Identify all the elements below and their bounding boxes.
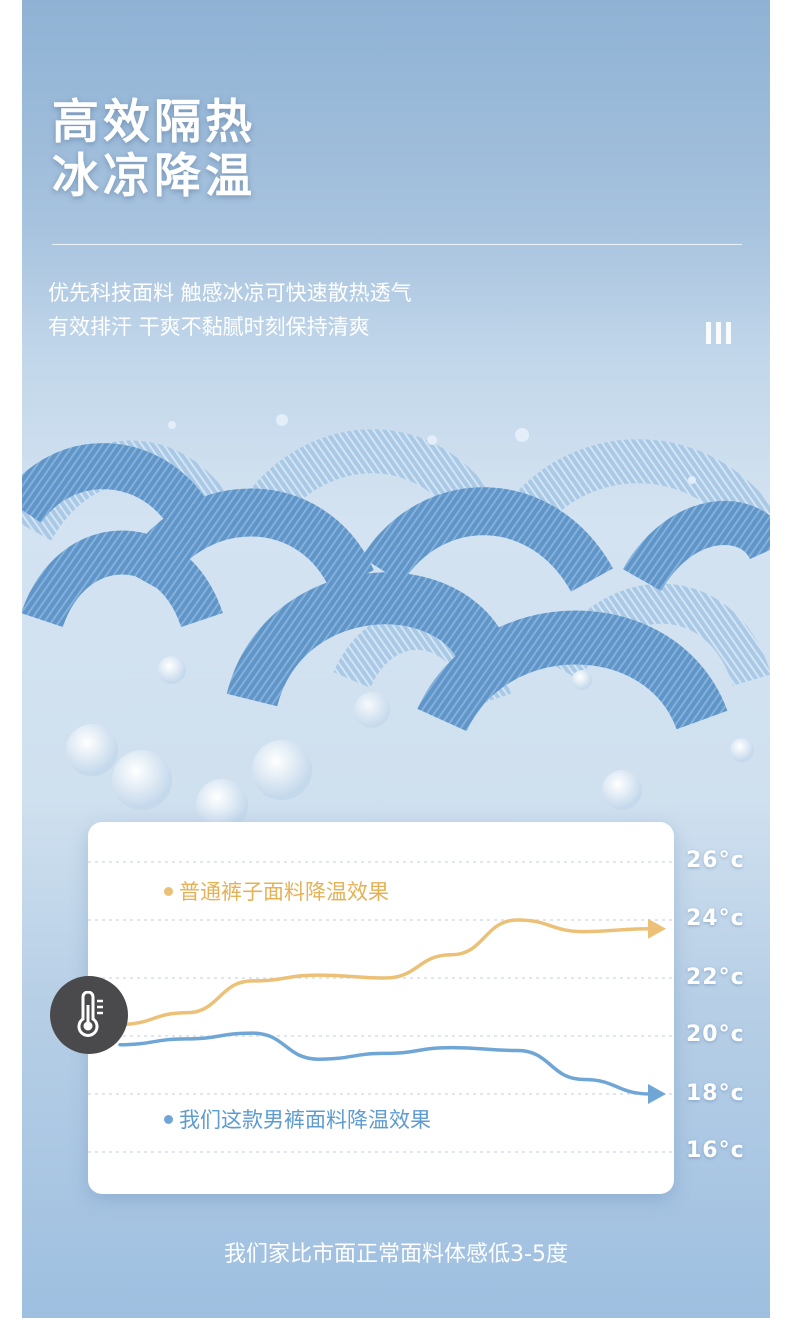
feature-description: 优先科技面料 触感冰凉可快速散热透气 有效排汗 干爽不黏腻时刻保持清爽	[48, 276, 412, 344]
y-tick-20: 20°c	[686, 1022, 745, 1047]
y-tick-24: 24°c	[686, 906, 745, 931]
y-tick-16: 16°c	[686, 1138, 745, 1163]
legend-our-fabric: 我们这款男裤面料降温效果	[164, 1104, 431, 1134]
feature-line-1: 优先科技面料 触感冰凉可快速散热透气	[48, 281, 412, 305]
legend-dot	[164, 886, 173, 896]
y-tick-22: 22°c	[686, 965, 745, 990]
headline-line-1: 高效隔热	[52, 95, 256, 150]
legend-dot	[164, 1114, 173, 1124]
thermometer-icon	[50, 976, 128, 1054]
feature-line-2: 有效排汗 干爽不黏腻时刻保持清爽	[48, 315, 370, 339]
y-tick-26: 26°c	[686, 848, 745, 873]
legend-label: 我们这款男裤面料降温效果	[179, 1108, 431, 1132]
legend-label: 普通裤子面料降温效果	[179, 880, 389, 904]
fabric-fiber-illustration	[22, 414, 770, 831]
divider	[52, 244, 742, 245]
y-tick-18: 18°c	[686, 1081, 745, 1106]
headline: 高效隔热 冰凉降温	[52, 96, 256, 204]
legend-ordinary-fabric: 普通裤子面料降温效果	[164, 876, 389, 906]
footer-claim: 我们家比市面正常面料体感低3-5度	[224, 1242, 568, 1267]
headline-line-2: 冰凉降温	[52, 149, 256, 204]
bars-icon	[706, 322, 731, 344]
promo-panel: 高效隔热 冰凉降温 优先科技面料 触感冰凉可快速散热透气 有效排汗 干爽不黏腻时…	[22, 0, 770, 1318]
